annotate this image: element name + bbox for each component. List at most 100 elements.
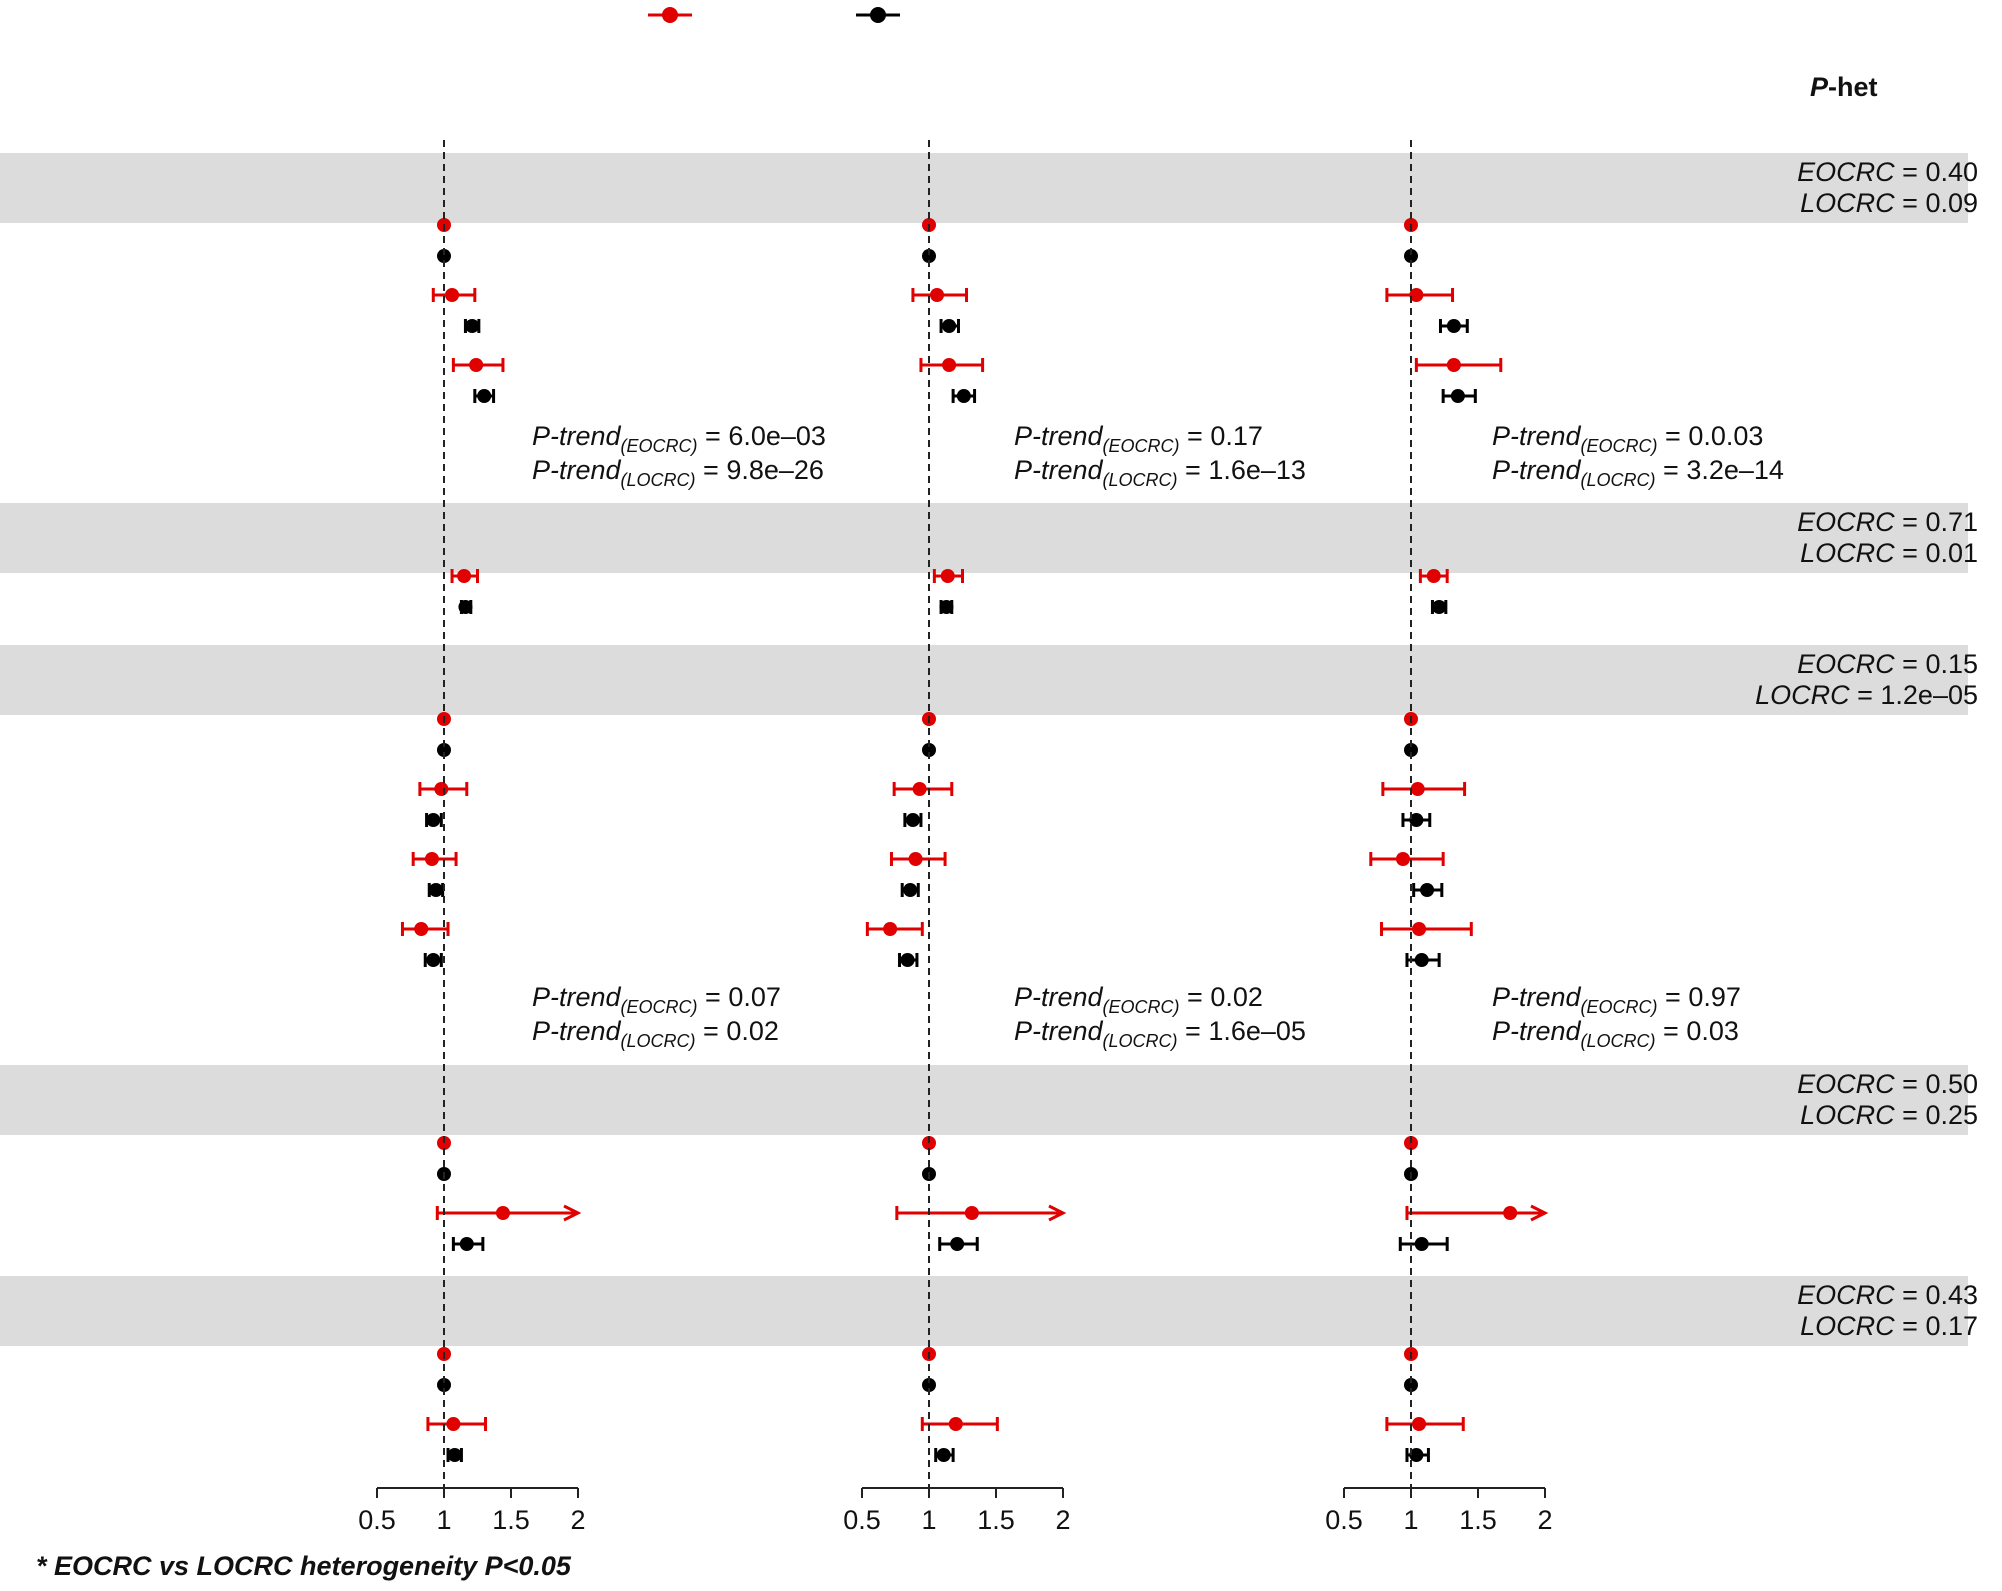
- hr-point: [942, 319, 957, 333]
- hr-point: [414, 922, 429, 936]
- p-trend-locrc: P-trend(LOCRC) = 1.6e–13: [1014, 455, 1306, 496]
- hr-point: [437, 743, 451, 757]
- p-trend-cohort: (LOCRC): [620, 470, 696, 490]
- phet-value: = 1.2e–05: [1849, 680, 1978, 710]
- phet-value: = 0.25: [1894, 1100, 1978, 1130]
- p-trend-locrc: P-trend(LOCRC) = 0.03: [1492, 1016, 1739, 1057]
- hr-point: [1414, 953, 1429, 967]
- section-band: [0, 153, 1968, 223]
- hr-point: [1426, 569, 1441, 583]
- x-tick-label: 1: [921, 1505, 936, 1535]
- p-trend-value: = 3.2e–14: [1655, 455, 1784, 485]
- hr-point: [900, 953, 915, 967]
- p-trend-cohort: (LOCRC): [1102, 470, 1178, 490]
- x-tick-label: 1.5: [492, 1505, 530, 1535]
- footnote-star: *: [36, 1551, 47, 1581]
- phet-value: = 0.71: [1894, 507, 1978, 537]
- p-trend-locrc: P-trend(LOCRC) = 0.02: [532, 1016, 779, 1057]
- p-trend-label: P-trend: [532, 421, 621, 451]
- hr-point: [1446, 358, 1461, 372]
- p-trend-cohort: (EOCRC): [1580, 436, 1658, 456]
- hr-point: [939, 600, 954, 614]
- x-tick-label: 1.5: [977, 1505, 1015, 1535]
- p-trend-value: = 1.6e–05: [1177, 1016, 1306, 1046]
- phet-eocrc: EOCRC = 0.43: [1797, 1280, 1978, 1311]
- p-trend-value: = 1.6e–13: [1177, 455, 1306, 485]
- x-tick-label: 0.5: [843, 1505, 881, 1535]
- hr-point: [948, 1417, 963, 1431]
- phet-cohort-label: LOCRC: [1755, 680, 1850, 710]
- p-trend-label: P-trend: [1492, 421, 1581, 451]
- ci-arrow: [1530, 1204, 1549, 1222]
- p-trend-label: P-trend: [1014, 1016, 1103, 1046]
- phet-eocrc: EOCRC = 0.71: [1797, 507, 1978, 538]
- p-trend-eocrc: P-trend(EOCRC) = 0.97: [1492, 982, 1741, 1023]
- hr-point: [1503, 1206, 1518, 1220]
- hr-point: [956, 389, 971, 403]
- hr-point: [1404, 249, 1418, 263]
- phet-eocrc: EOCRC = 0.40: [1797, 157, 1978, 188]
- p-trend-locrc: P-trend(LOCRC) = 1.6e–05: [1014, 1016, 1306, 1057]
- x-tick-label: 2: [1055, 1505, 1070, 1535]
- hr-point: [457, 569, 472, 583]
- hr-point: [446, 1417, 461, 1431]
- hr-point: [1412, 1417, 1427, 1431]
- x-tick-label: 0.5: [1325, 1505, 1363, 1535]
- hr-point: [469, 358, 484, 372]
- phet-eocrc: EOCRC = 0.50: [1797, 1069, 1978, 1100]
- x-tick-label: 1.5: [1459, 1505, 1497, 1535]
- p-trend-value: = 0.07: [697, 982, 781, 1012]
- p-trend-locrc: P-trend(LOCRC) = 9.8e–26: [532, 455, 824, 496]
- hr-point: [930, 288, 945, 302]
- phet-value: = 0.17: [1894, 1311, 1978, 1341]
- hr-point: [1404, 743, 1418, 757]
- phet-locrc: LOCRC = 0.01: [1800, 538, 1978, 569]
- p-trend-label: P-trend: [532, 1016, 621, 1046]
- phet-cohort-label: LOCRC: [1800, 1100, 1895, 1130]
- hr-point: [1412, 922, 1427, 936]
- phet-cohort-label: LOCRC: [1800, 538, 1895, 568]
- p-trend-label: P-trend: [1014, 455, 1103, 485]
- p-trend-eocrc: P-trend(EOCRC) = 0.02: [1014, 982, 1263, 1023]
- p-trend-label: P-trend: [1492, 455, 1581, 485]
- x-tick-label: 1: [436, 1505, 451, 1535]
- p-trend-cohort: (EOCRC): [1102, 436, 1180, 456]
- p-trend-label: P-trend: [532, 982, 621, 1012]
- footnote-text: EOCRC vs LOCRC heterogeneity P<0.05: [46, 1551, 571, 1581]
- hr-point: [1446, 319, 1461, 333]
- phet-cohort-label: EOCRC: [1797, 1280, 1895, 1310]
- hr-point: [903, 883, 918, 897]
- p-trend-cohort: (LOCRC): [1580, 1031, 1656, 1051]
- header-phet-het: -het: [1828, 72, 1878, 102]
- hr-point: [426, 813, 441, 827]
- p-trend-label: P-trend: [1492, 982, 1581, 1012]
- phet-cohort-label: LOCRC: [1800, 188, 1895, 218]
- p-trend-label: P-trend: [1014, 421, 1103, 451]
- p-trend-locrc: P-trend(LOCRC) = 3.2e–14: [1492, 455, 1784, 496]
- hr-point: [1420, 883, 1435, 897]
- hr-point: [1414, 1237, 1429, 1251]
- phet-cohort-label: EOCRC: [1797, 157, 1895, 187]
- header-phet-p: P: [1810, 72, 1829, 102]
- hr-point: [940, 569, 955, 583]
- hr-point: [458, 600, 473, 614]
- p-trend-value: = 0.02: [695, 1016, 779, 1046]
- p-trend-cohort: (EOCRC): [1102, 997, 1180, 1017]
- hr-point: [922, 249, 936, 263]
- p-trend-value: = 0.03: [1655, 1016, 1739, 1046]
- phet-value: = 0.09: [1894, 188, 1978, 218]
- phet-value: = 0.15: [1894, 649, 1978, 679]
- p-trend-label: P-trend: [1492, 1016, 1581, 1046]
- p-trend-value: = 0.97: [1657, 982, 1741, 1012]
- p-trend-value: = 0.0.03: [1657, 421, 1764, 451]
- hr-point: [964, 1206, 979, 1220]
- phet-locrc: LOCRC = 0.09: [1800, 188, 1978, 219]
- phet-eocrc: EOCRC = 0.15: [1797, 649, 1978, 680]
- phet-value: = 0.01: [1894, 538, 1978, 568]
- ci-arrow: [563, 1204, 582, 1222]
- hr-point: [1432, 600, 1447, 614]
- hr-point: [434, 782, 449, 796]
- p-trend-cohort: (LOCRC): [1102, 1031, 1178, 1051]
- p-trend-value: = 9.8e–26: [695, 455, 824, 485]
